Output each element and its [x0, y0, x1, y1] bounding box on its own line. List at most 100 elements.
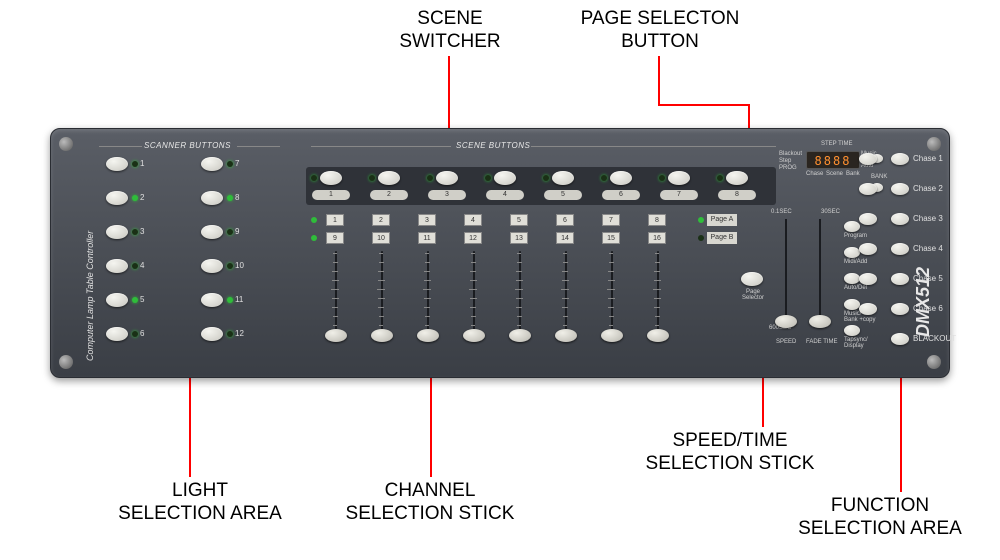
scene-led — [485, 175, 491, 181]
channel-label: 1 — [326, 214, 344, 226]
fader-mark — [425, 262, 430, 263]
scanner-button-2[interactable] — [106, 191, 128, 205]
scanner-button-1[interactable] — [106, 157, 128, 171]
scanner-num: 12 — [235, 329, 244, 338]
scanner-button-12[interactable] — [201, 327, 223, 341]
channel-fader-8[interactable] — [647, 329, 669, 342]
scanner-button-7[interactable] — [201, 157, 223, 171]
scanner-num: 3 — [140, 227, 144, 236]
fader-mark — [515, 289, 523, 290]
scene-led — [369, 175, 375, 181]
channel-fader-5[interactable] — [509, 329, 531, 342]
scene-button-1[interactable] — [320, 171, 342, 185]
function-label: Midi/Add — [844, 259, 867, 265]
function-button[interactable] — [844, 273, 860, 284]
fade-fader-knob[interactable] — [809, 315, 831, 328]
fader-track — [335, 251, 337, 333]
scanner-button-11[interactable] — [201, 293, 223, 307]
fader-mark — [377, 289, 385, 290]
scanner-button-4[interactable] — [106, 259, 128, 273]
page-a-led — [698, 217, 704, 223]
display-left-label: Blackout — [779, 151, 802, 157]
scene-button-3[interactable] — [436, 171, 458, 185]
scene-button-8[interactable] — [726, 171, 748, 185]
scene-button-7[interactable] — [668, 171, 690, 185]
channel-fader-6[interactable] — [555, 329, 577, 342]
channel-label: 6 — [556, 214, 574, 226]
channel-fader-4[interactable] — [463, 329, 485, 342]
scanner-led — [227, 195, 233, 201]
fader-mark — [608, 298, 615, 299]
chase-button-b-6[interactable] — [859, 303, 877, 315]
chase-button-b-1[interactable] — [859, 153, 877, 165]
fader-mark — [655, 325, 659, 326]
fader-mark — [517, 316, 522, 317]
scanner-section-title: SCANNER BUTTONS — [144, 141, 231, 150]
chase-button-a-5[interactable] — [891, 273, 909, 285]
chase-button-b-5[interactable] — [859, 273, 877, 285]
channel-fader-2[interactable] — [371, 329, 393, 342]
fader-mark — [331, 289, 339, 290]
row-a-led — [311, 217, 317, 223]
rule — [99, 146, 142, 147]
fader-mark — [562, 298, 569, 299]
fader-mark — [609, 316, 614, 317]
fader-mark — [471, 316, 476, 317]
chase-button-b-3[interactable] — [859, 213, 877, 225]
fader-track — [427, 251, 429, 333]
channel-fader-1[interactable] — [325, 329, 347, 342]
chase-button-b-2[interactable] — [859, 183, 877, 195]
function-button[interactable] — [844, 247, 860, 258]
chase-button-a-4[interactable] — [891, 243, 909, 255]
fader-mark — [608, 280, 615, 281]
scene-led — [659, 175, 665, 181]
scanner-led — [132, 263, 138, 269]
scanner-led — [227, 297, 233, 303]
rule — [237, 146, 280, 147]
chase-button-b-4[interactable] — [859, 243, 877, 255]
chase-button-a-6[interactable] — [891, 303, 909, 315]
fader-mark — [423, 289, 431, 290]
dmx-console: Computer Lamp Table Controller DMX512 SC… — [50, 128, 950, 378]
function-button[interactable] — [844, 299, 860, 310]
scene-button-4[interactable] — [494, 171, 516, 185]
fader-mark — [609, 325, 613, 326]
scanner-button-3[interactable] — [106, 225, 128, 239]
scanner-button-9[interactable] — [201, 225, 223, 239]
scene-button-2[interactable] — [378, 171, 400, 185]
channel-fader-3[interactable] — [417, 329, 439, 342]
scanner-num: 8 — [235, 193, 239, 202]
scanner-button-6[interactable] — [106, 327, 128, 341]
chase-button-a-7[interactable] — [891, 333, 909, 345]
chase-label: Chase 6 — [913, 304, 943, 313]
fader-mark — [379, 253, 383, 254]
function-button[interactable] — [844, 221, 860, 232]
chase-button-a-1[interactable] — [891, 153, 909, 165]
scanner-button-10[interactable] — [201, 259, 223, 273]
fader-mark — [654, 271, 660, 272]
scene-button-5[interactable] — [552, 171, 574, 185]
scanner-button-5[interactable] — [106, 293, 128, 307]
channel-fader-7[interactable] — [601, 329, 623, 342]
function-button[interactable] — [844, 325, 860, 336]
scanner-led — [227, 331, 233, 337]
bank-label: BANK — [871, 174, 887, 180]
scanner-led — [132, 229, 138, 235]
function-label: Program — [844, 233, 867, 239]
scene-pill: 8 — [718, 190, 756, 200]
chase-button-a-3[interactable] — [891, 213, 909, 225]
scene-button-6[interactable] — [610, 171, 632, 185]
scanner-button-8[interactable] — [201, 191, 223, 205]
fader-mark — [470, 271, 476, 272]
speed-fader-knob[interactable] — [775, 315, 797, 328]
chase-button-a-2[interactable] — [891, 183, 909, 195]
fader-mark — [378, 271, 384, 272]
fader-mark — [471, 262, 476, 263]
page-selector-button[interactable] — [741, 272, 763, 286]
chase-label: Chase 5 — [913, 274, 943, 283]
screw — [59, 355, 73, 369]
callout-text: SPEED/TIMESELECTION STICK — [646, 430, 815, 474]
scanner-led — [227, 229, 233, 235]
channel-label: 7 — [602, 214, 620, 226]
function-label: Auto/Del — [844, 285, 867, 291]
